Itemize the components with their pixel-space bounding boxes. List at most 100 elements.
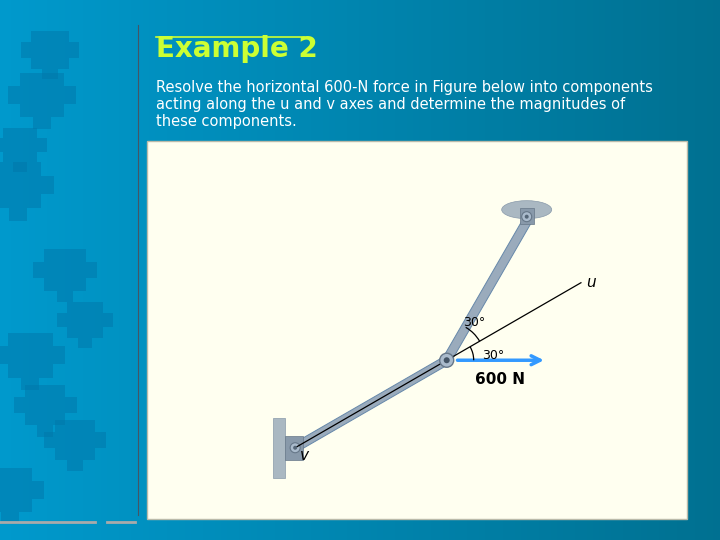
Bar [216, 0, 223, 540]
Bar [570, 0, 577, 540]
Bar [198, 0, 205, 540]
Bar [126, 0, 133, 540]
Bar [12, 0, 19, 540]
Bar [714, 0, 720, 540]
Text: Example 2: Example 2 [156, 35, 318, 63]
Bar [180, 0, 187, 540]
PathPatch shape [0, 161, 55, 221]
Bar [594, 0, 601, 540]
Bar [312, 0, 319, 540]
Bar [138, 0, 145, 540]
Bar [228, 0, 235, 540]
Bar [0, 0, 7, 540]
Bar [6, 0, 13, 540]
Ellipse shape [502, 201, 552, 219]
Bar [42, 0, 49, 540]
Bar [648, 0, 655, 540]
Circle shape [440, 353, 454, 367]
Bar [240, 0, 247, 540]
Bar [408, 0, 415, 540]
Bar [84, 0, 91, 540]
Bar [210, 0, 217, 540]
Bar [606, 0, 613, 540]
Bar [132, 0, 139, 540]
Bar [528, 0, 535, 540]
Bar [78, 0, 85, 540]
Bar [414, 0, 421, 540]
Bar [174, 0, 181, 540]
Bar [558, 0, 565, 540]
Bar [600, 0, 607, 540]
Bar [480, 0, 487, 540]
Bar [330, 0, 337, 540]
Text: v: v [300, 448, 309, 463]
Bar [390, 0, 397, 540]
Text: 30°: 30° [463, 316, 485, 329]
PathPatch shape [21, 31, 79, 79]
Bar [486, 0, 493, 540]
PathPatch shape [14, 384, 76, 436]
Bar [120, 0, 127, 540]
Bar [696, 0, 703, 540]
Bar [666, 0, 673, 540]
Bar [642, 0, 649, 540]
Circle shape [293, 446, 297, 450]
Bar [498, 0, 505, 540]
Bar [204, 0, 211, 540]
Circle shape [444, 357, 450, 363]
Bar [354, 0, 361, 540]
Text: 600 N: 600 N [474, 372, 525, 387]
PathPatch shape [9, 73, 76, 129]
Bar [654, 0, 661, 540]
Bar [588, 0, 595, 540]
Bar [378, 0, 385, 540]
Bar [552, 0, 559, 540]
Bar [54, 0, 61, 540]
Bar [576, 0, 583, 540]
Bar [420, 0, 427, 540]
Bar [612, 0, 619, 540]
Bar [234, 0, 241, 540]
Bar [684, 0, 691, 540]
Bar [162, 0, 169, 540]
Bar [636, 0, 643, 540]
Bar [192, 0, 199, 540]
Bar [432, 0, 439, 540]
Bar [582, 0, 589, 540]
Bar [30, 0, 37, 540]
Bar [102, 0, 109, 540]
Bar [336, 0, 343, 540]
Bar [264, 0, 271, 540]
Bar [708, 0, 715, 540]
Bar [252, 0, 259, 540]
Bar [324, 0, 331, 540]
Bar [282, 0, 289, 540]
Bar [273, 418, 285, 478]
Bar [300, 0, 307, 540]
Bar [150, 0, 157, 540]
Bar [510, 0, 517, 540]
PathPatch shape [0, 468, 44, 524]
Bar [672, 0, 679, 540]
Bar [294, 0, 301, 540]
Bar [276, 0, 283, 540]
Bar [246, 0, 253, 540]
Bar [402, 0, 409, 540]
Bar [318, 0, 325, 540]
Bar [114, 0, 121, 540]
Bar [520, 208, 534, 224]
Bar [366, 0, 373, 540]
Bar [624, 0, 631, 540]
Text: Resolve the horizontal 600-N force in Figure below into components: Resolve the horizontal 600-N force in Fi… [156, 80, 653, 95]
Bar [96, 0, 103, 540]
Circle shape [525, 215, 528, 219]
Bar [450, 0, 457, 540]
Bar [90, 0, 97, 540]
Bar [492, 0, 499, 540]
Text: these components.: these components. [156, 114, 297, 129]
PathPatch shape [0, 128, 47, 172]
Bar [678, 0, 685, 540]
Circle shape [290, 443, 300, 453]
Bar [186, 0, 193, 540]
Bar [72, 0, 79, 540]
